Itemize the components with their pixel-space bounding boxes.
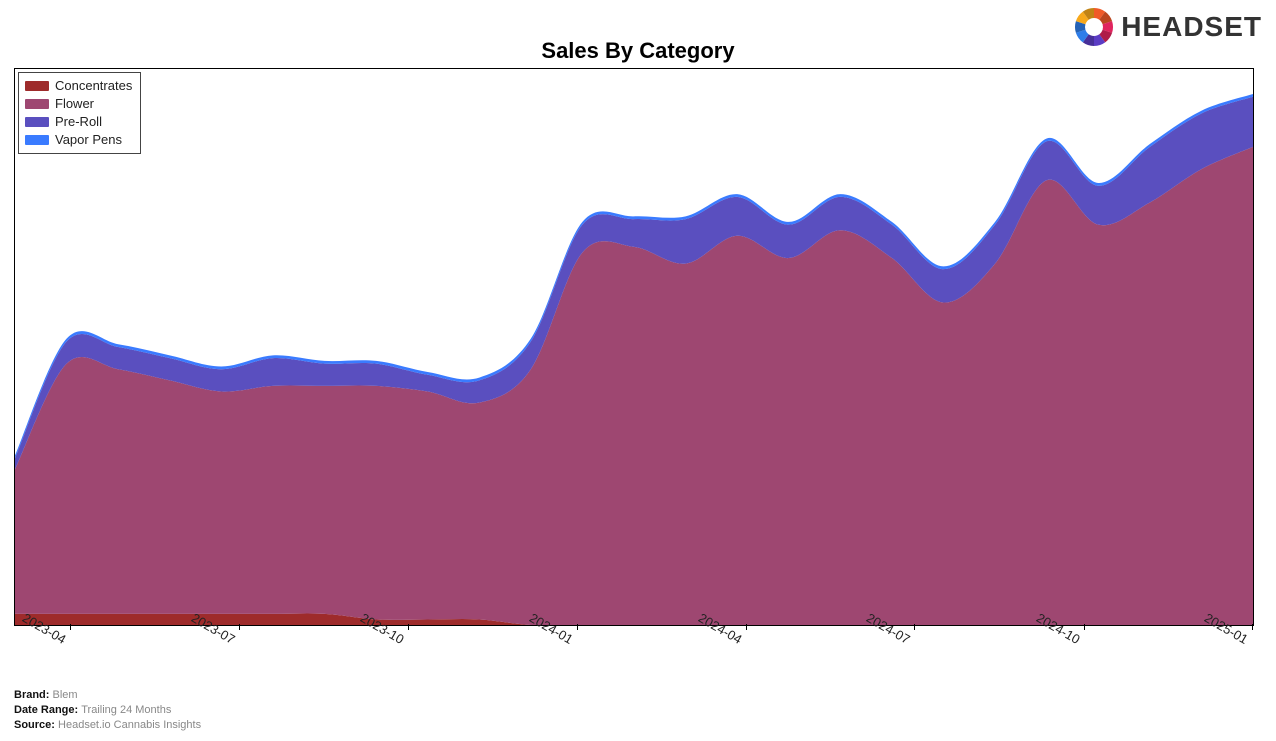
legend-swatch [25,99,49,109]
x-tick-mark [914,624,915,630]
legend-swatch [25,135,49,145]
footer-label: Date Range: [14,704,81,716]
legend-item: Pre-Roll [25,113,132,131]
footer-line: Brand: Blem [14,688,201,703]
x-tick-mark [408,624,409,630]
legend-item: Vapor Pens [25,131,132,149]
footer-label: Source: [14,719,58,731]
x-tick-mark [239,624,240,630]
x-tick-mark [1084,624,1085,630]
x-tick-mark [1252,624,1253,630]
chart-title-text: Sales By Category [541,38,734,63]
brand-logo-text: HEADSET [1121,11,1262,43]
legend-label: Vapor Pens [55,131,122,149]
legend-label: Pre-Roll [55,113,102,131]
legend-label: Concentrates [55,77,132,95]
footer-line: Date Range: Trailing 24 Months [14,703,201,718]
legend-label: Flower [55,95,94,113]
stacked-area-chart [15,69,1253,625]
legend-item: Flower [25,95,132,113]
legend-item: Concentrates [25,77,132,95]
x-tick-mark [577,624,578,630]
footer-value: Headset.io Cannabis Insights [58,719,201,731]
x-tick-mark [70,624,71,630]
legend-swatch [25,117,49,127]
footer-label: Brand: [14,689,53,701]
footer-value: Trailing 24 Months [81,704,171,716]
chart-footer: Brand: BlemDate Range: Trailing 24 Month… [14,688,201,733]
brand-logo: HEADSET [1071,4,1262,50]
x-tick-mark [746,624,747,630]
footer-value: Blem [53,689,78,701]
footer-line: Source: Headset.io Cannabis Insights [14,718,201,733]
headset-logo-icon [1071,4,1117,50]
chart-legend: ConcentratesFlowerPre-RollVapor Pens [18,72,141,154]
chart-plot-area [14,68,1254,626]
legend-swatch [25,81,49,91]
